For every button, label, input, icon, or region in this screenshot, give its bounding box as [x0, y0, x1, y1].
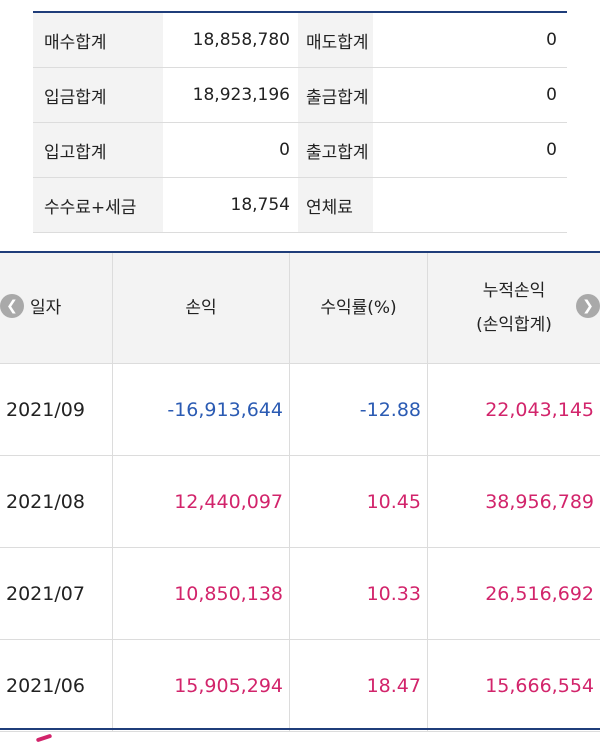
header-cumulative-text: 누적손익 (손익합계) [476, 274, 552, 342]
row-profit: 10,850,138 [113, 548, 290, 639]
summary-row: 입금합계 18,923,196 출금합계 0 [33, 68, 567, 123]
header-date: ❮ 일자 [0, 253, 113, 363]
chevron-left-icon[interactable]: ❮ [0, 294, 24, 318]
summary-label: 출금합계 [298, 68, 373, 122]
header-rate: 수익률(%) [290, 253, 428, 363]
row-profit: 15,905,294 [113, 640, 290, 731]
header-rate-label: 수익률(%) [320, 298, 397, 318]
summary-value: 18,858,780 [192, 30, 290, 50]
summary-label: 입고합계 [33, 123, 163, 177]
row-date: 2021/06 [0, 640, 113, 731]
account-summary-table: 매수합계 18,858,780 매도합계 0 입금합계 18,923,196 출… [33, 11, 567, 233]
summary-value: 0 [546, 140, 557, 160]
row-rate: 10.33 [290, 548, 428, 639]
header-date-label: 일자 [30, 298, 62, 318]
header-profit: 손익 [113, 253, 290, 363]
summary-row: 매수합계 18,858,780 매도합계 0 [33, 13, 567, 68]
summary-value: 18,754 [230, 195, 290, 215]
partial-next-row-mark [35, 733, 53, 742]
summary-value: 0 [546, 85, 557, 105]
table-header-row: ❮ 일자 손익 수익률(%) 누적손익 (손익합계) ❯ [0, 253, 600, 364]
summary-label: 수수료+세금 [33, 178, 163, 232]
summary-label: 출고합계 [298, 123, 373, 177]
summary-label: 연체료 [298, 178, 373, 232]
summary-label: 입금합계 [33, 68, 163, 122]
row-date: 2021/08 [0, 456, 113, 547]
summary-row: 수수료+세금 18,754 연체료 [33, 178, 567, 233]
chevron-right-icon[interactable]: ❯ [576, 294, 600, 318]
row-cumulative: 15,666,554 [485, 674, 594, 697]
table-row: 2021/09 -16,913,644 -12.88 22,043,145 [0, 364, 600, 456]
row-profit: 12,440,097 [113, 456, 290, 547]
row-cumulative: 38,956,789 [485, 490, 594, 513]
table-row: 2021/06 15,905,294 18.47 15,666,554 [0, 640, 600, 732]
row-rate: 18.47 [290, 640, 428, 731]
table-row: 2021/07 10,850,138 10.33 26,516,692 [0, 548, 600, 640]
row-date: 2021/09 [0, 364, 113, 455]
header-cumulative-line2: (손익합계) [476, 315, 552, 335]
header-cumulative-line1: 누적손익 [482, 281, 546, 301]
summary-value [373, 178, 567, 232]
summary-value: 0 [279, 140, 290, 160]
monthly-profit-table: ❮ 일자 손익 수익률(%) 누적손익 (손익합계) ❯ 2021/09 -16… [0, 251, 600, 732]
table-row: 2021/08 12,440,097 10.45 38,956,789 [0, 456, 600, 548]
summary-value: 0 [546, 30, 557, 50]
summary-row: 입고합계 0 출고합계 0 [33, 123, 567, 178]
table-bottom-border [0, 728, 600, 730]
row-date: 2021/07 [0, 548, 113, 639]
row-cumulative: 22,043,145 [485, 398, 594, 421]
row-rate: 10.45 [290, 456, 428, 547]
summary-label: 매도합계 [298, 13, 373, 67]
row-rate: -12.88 [290, 364, 428, 455]
summary-label: 매수합계 [33, 13, 163, 67]
header-profit-label: 손익 [185, 298, 217, 318]
row-cumulative: 26,516,692 [485, 582, 594, 605]
row-profit: -16,913,644 [113, 364, 290, 455]
header-cumulative: 누적손익 (손익합계) ❯ [428, 253, 600, 363]
summary-value: 18,923,196 [192, 85, 290, 105]
